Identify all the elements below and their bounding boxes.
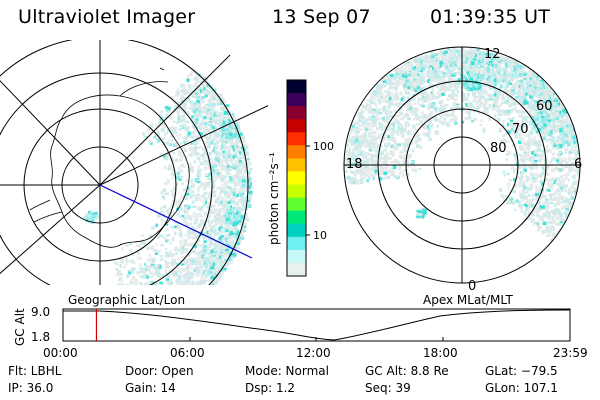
colorbar-cell [287,236,306,251]
mlt-label-6: 6 [574,157,582,172]
colorbar-cell [287,249,306,264]
magnetic-polar-panel: 12 18 6 0 60 70 80 [343,46,582,294]
gain-info: Gain: 14 [125,381,176,395]
intensity-colorbar: 100 10 photon cm⁻²s⁻¹ [267,79,334,277]
dsp-info: Dsp: 1.2 [245,381,296,395]
gc-alt-info: GC Alt: 8.8 Re [365,364,449,378]
timeline-axis-title: GC Alt [13,308,27,346]
right-panel-caption: Apex MLat/MLT [423,293,513,307]
gc-altitude-timeline: GC Alt 9.0 1.8 00:00 06:00 12:00 18:00 2… [13,305,588,360]
glon-info: GLon: 107.1 [485,381,558,395]
auroral-emission-right [344,47,580,242]
colorbar-unit-label: photon cm⁻²s⁻¹ [267,152,281,245]
colorbar-cell [287,184,306,199]
colorbar-cell [287,197,306,212]
auroral-emission-left [84,69,254,285]
colorbar-cell [287,132,306,146]
observation-date: 13 Sep 07 [272,6,371,28]
meridian-lines [0,40,268,285]
mlt-label-12: 12 [484,47,501,62]
colorbar-tick-100: 100 [313,140,334,153]
timeline-ytick-1.8: 1.8 [31,330,50,344]
timeline-xtick-0000: 00:00 [43,346,78,360]
colorbar-cell [287,210,306,225]
mlt-label-0: 0 [468,279,476,294]
mlt-axes [344,47,580,283]
colorbar-cell [287,223,306,238]
colorbar-cell [287,158,306,172]
colorbar-cell [287,106,306,120]
altitude-curve [63,309,571,341]
continent-outline [50,94,190,248]
timeline-xtick-1200: 12:00 [296,346,331,360]
instrument-title: Ultraviolet Imager [18,6,196,28]
colorbar-cell [287,262,306,277]
colorbar-cell [287,145,306,159]
timeline-ticks [62,337,571,341]
timeline-xtick-2359: 23:59 [553,346,588,360]
mlat-label-60: 60 [536,99,553,114]
colorbar-tick-10: 10 [313,229,327,242]
colorbar-cell [287,119,306,133]
geographic-map-panel [0,40,268,285]
colorbar-cell [287,93,306,107]
seq-info: Seq: 39 [365,381,411,395]
door-info: Door: Open [125,364,194,378]
peninsula-outline [29,199,63,223]
left-panel-caption: Geographic Lat/Lon [68,293,185,307]
terminator-line [99,184,253,259]
observation-time: 01:39:35 UT [430,6,551,28]
colorbar-cell [287,171,306,186]
timeline-xtick-0600: 06:00 [170,346,205,360]
mlt-label-18: 18 [346,157,363,172]
timeline-xtick-1800: 18:00 [423,346,458,360]
coast-fragment [119,67,169,97]
mode-info: Mode: Normal [245,364,329,378]
glat-info: GLat: −79.5 [485,364,558,378]
timeline-ytick-9: 9.0 [31,305,50,319]
mlat-label-70: 70 [512,122,529,137]
mlat-label-80: 80 [490,141,507,156]
filter-info: Flt: LBHL [8,364,62,378]
ip-info: IP: 36.0 [8,381,54,395]
colorbar-cell [287,80,306,94]
